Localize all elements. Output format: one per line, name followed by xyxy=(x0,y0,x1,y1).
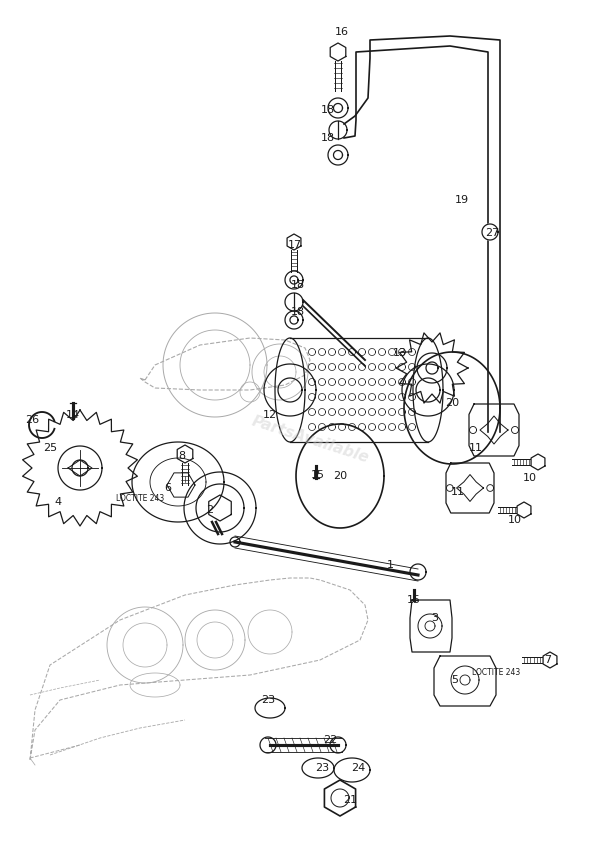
Text: 11: 11 xyxy=(451,487,465,497)
Text: 1: 1 xyxy=(386,560,394,570)
Text: 25: 25 xyxy=(43,443,57,453)
Text: 17: 17 xyxy=(288,240,302,250)
Text: 26: 26 xyxy=(25,415,39,425)
Polygon shape xyxy=(482,224,498,240)
Text: 15: 15 xyxy=(407,595,421,605)
Text: 20: 20 xyxy=(445,398,459,408)
Text: 23: 23 xyxy=(261,695,275,705)
Text: 8: 8 xyxy=(179,451,185,461)
Text: 13: 13 xyxy=(393,348,407,358)
Text: LOCTITE 243: LOCTITE 243 xyxy=(472,668,520,676)
Text: 5: 5 xyxy=(451,675,459,685)
Text: 10: 10 xyxy=(523,473,537,483)
Text: 24: 24 xyxy=(351,763,365,773)
Text: 10: 10 xyxy=(508,515,522,525)
Text: 2: 2 xyxy=(206,505,214,515)
Text: 15: 15 xyxy=(311,470,325,480)
Text: 3: 3 xyxy=(432,613,438,623)
Text: 11: 11 xyxy=(469,443,483,453)
Text: 12: 12 xyxy=(263,410,277,420)
Text: 18: 18 xyxy=(291,307,305,317)
Text: 21: 21 xyxy=(343,795,357,805)
Text: 18: 18 xyxy=(321,105,335,115)
Text: 16: 16 xyxy=(335,27,349,37)
Text: 20: 20 xyxy=(333,471,347,481)
Text: 6: 6 xyxy=(165,483,171,493)
Text: 23: 23 xyxy=(315,763,329,773)
Text: 18: 18 xyxy=(291,280,305,290)
Text: 4: 4 xyxy=(55,497,61,507)
Text: 19: 19 xyxy=(455,195,469,205)
Text: 27: 27 xyxy=(485,228,499,238)
Text: 14: 14 xyxy=(66,410,80,420)
Text: 18: 18 xyxy=(321,133,335,143)
Text: 22: 22 xyxy=(323,735,337,745)
Text: LOCTITE 243: LOCTITE 243 xyxy=(116,493,164,503)
Text: 7: 7 xyxy=(545,655,551,665)
Polygon shape xyxy=(285,293,303,311)
Text: PartsAvailable: PartsAvailable xyxy=(249,414,371,466)
